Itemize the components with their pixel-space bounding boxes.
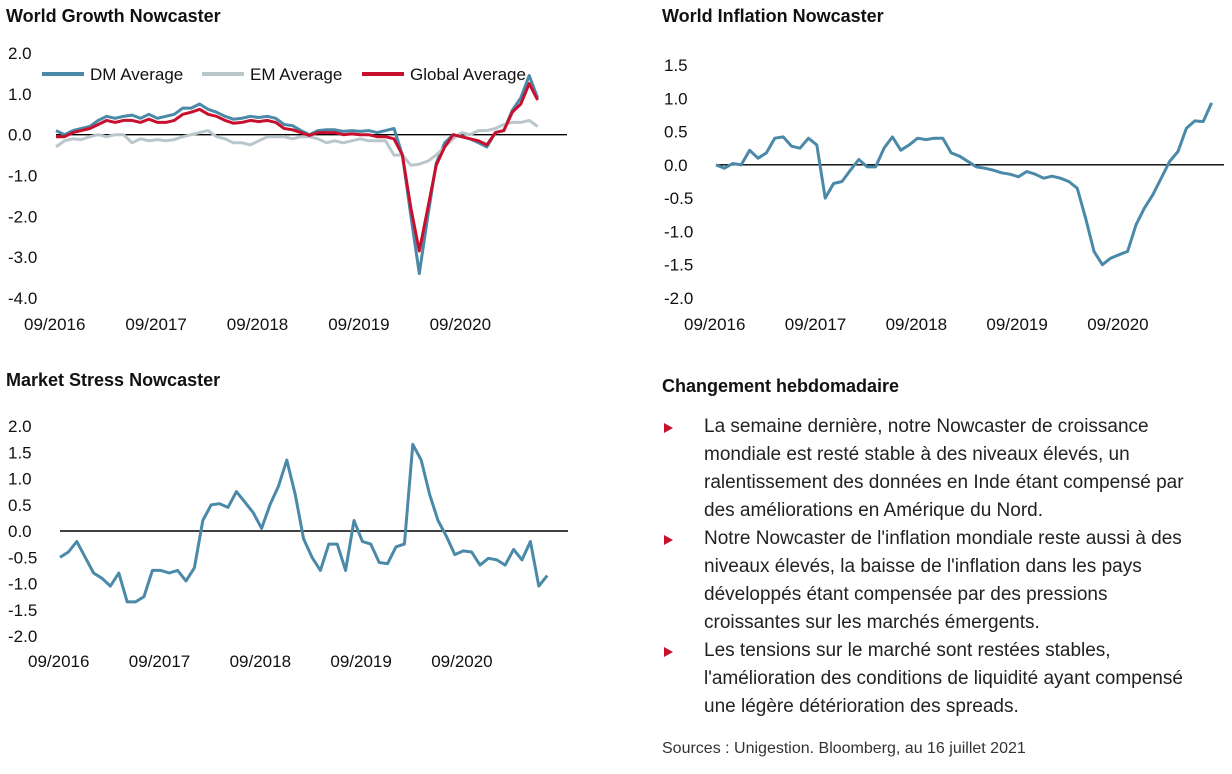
x-tick-label: 09/2017	[785, 315, 846, 334]
bullet-arrow-icon	[664, 647, 673, 657]
y-tick-label: -3.0	[8, 248, 37, 267]
y-tick-label: 2.0	[8, 417, 32, 436]
series-line-global-average	[56, 82, 539, 253]
bullet-item: La semaine dernière, notre Nowcaster de …	[662, 413, 1232, 525]
inflation-chart: 1.5 1.0 0.5 0.0 -0.5 -1.0 -1.5 -2.0 09/2016 09/20…	[664, 56, 1224, 334]
legend-label: Global Average	[410, 65, 526, 84]
stress-chart-title: Market Stress Nowcaster	[6, 370, 221, 390]
y-tick-label: -1.0	[8, 575, 37, 594]
x-tick-label: 09/2018	[230, 652, 291, 671]
x-tick-label: 09/2019	[986, 315, 1047, 334]
series-line-dm-average	[55, 74, 540, 275]
y-tick-label: 1.0	[664, 89, 688, 108]
x-tick-label: 09/2020	[431, 652, 492, 671]
y-tick-label: -2.0	[664, 289, 693, 308]
y-tick-label: -2.0	[8, 207, 37, 226]
y-tick-label: -1.5	[664, 256, 693, 275]
x-tick-label: 09/2020	[430, 315, 491, 334]
x-tick-label: 09/2017	[129, 652, 190, 671]
x-tick-label: 09/2016	[24, 315, 85, 334]
y-tick-label: 0.0	[664, 156, 688, 175]
y-tick-label: -0.5	[8, 548, 37, 567]
weekly-change-bullets: La semaine dernière, notre Nowcaster de …	[662, 413, 1232, 721]
weekly-change-panel: Changement hebdomadaire La semaine derni…	[662, 376, 1232, 721]
x-tick-label: 09/2016	[684, 315, 745, 334]
y-tick-label: 0.0	[8, 522, 32, 541]
x-tick-label: 09/2019	[328, 315, 389, 334]
y-tick-label: 0.5	[8, 496, 32, 515]
sources-note: Sources : Unigestion. Bloomberg, au 16 j…	[662, 740, 1026, 757]
bullet-item: Les tensions sur le marché sont restées …	[662, 637, 1232, 721]
y-tick-label: 0.5	[664, 123, 688, 142]
growth-chart: 2.0 1.0 0.0 -1.0 -2.0 -3.0 -4.0 09/2016 09/2017 0…	[8, 44, 567, 334]
y-tick-label: -1.5	[8, 601, 37, 620]
bullet-arrow-icon	[664, 423, 673, 433]
x-tick-label: 09/2016	[28, 652, 89, 671]
y-tick-label: 1.0	[8, 85, 32, 104]
legend-label: DM Average	[90, 65, 183, 84]
x-tick-label: 09/2019	[330, 652, 391, 671]
series-line-main	[715, 102, 1213, 267]
legend-label: EM Average	[250, 65, 342, 84]
y-tick-label: 1.5	[8, 443, 32, 462]
bullet-item: Notre Nowcaster de l'inflation mondiale …	[662, 525, 1232, 637]
stress-chart: 2.0 1.5 1.0 0.5 0.0 -0.5 -1.0 -1.5 -2.0 09/2016 09…	[8, 417, 568, 671]
x-tick-label: 09/2018	[227, 315, 288, 334]
y-tick-label: 1.0	[8, 470, 32, 489]
y-tick-label: -0.5	[664, 189, 693, 208]
inflation-chart-title: World Inflation Nowcaster	[662, 6, 884, 26]
growth-chart-title: World Growth Nowcaster	[6, 6, 221, 26]
series-line-main	[59, 442, 549, 604]
bullet-arrow-icon	[664, 535, 673, 545]
weekly-change-title: Changement hebdomadaire	[662, 376, 900, 396]
x-tick-label: 09/2018	[886, 315, 947, 334]
y-tick-label: -2.0	[8, 627, 37, 646]
x-tick-label: 09/2017	[125, 315, 186, 334]
y-tick-label: 0.0	[8, 126, 32, 145]
y-tick-label: 1.5	[664, 56, 688, 75]
y-tick-label: -4.0	[8, 289, 37, 308]
y-tick-label: -1.0	[8, 167, 37, 186]
y-tick-label: -1.0	[664, 222, 693, 241]
x-tick-label: 09/2020	[1087, 315, 1148, 334]
y-tick-label: 2.0	[8, 44, 32, 63]
